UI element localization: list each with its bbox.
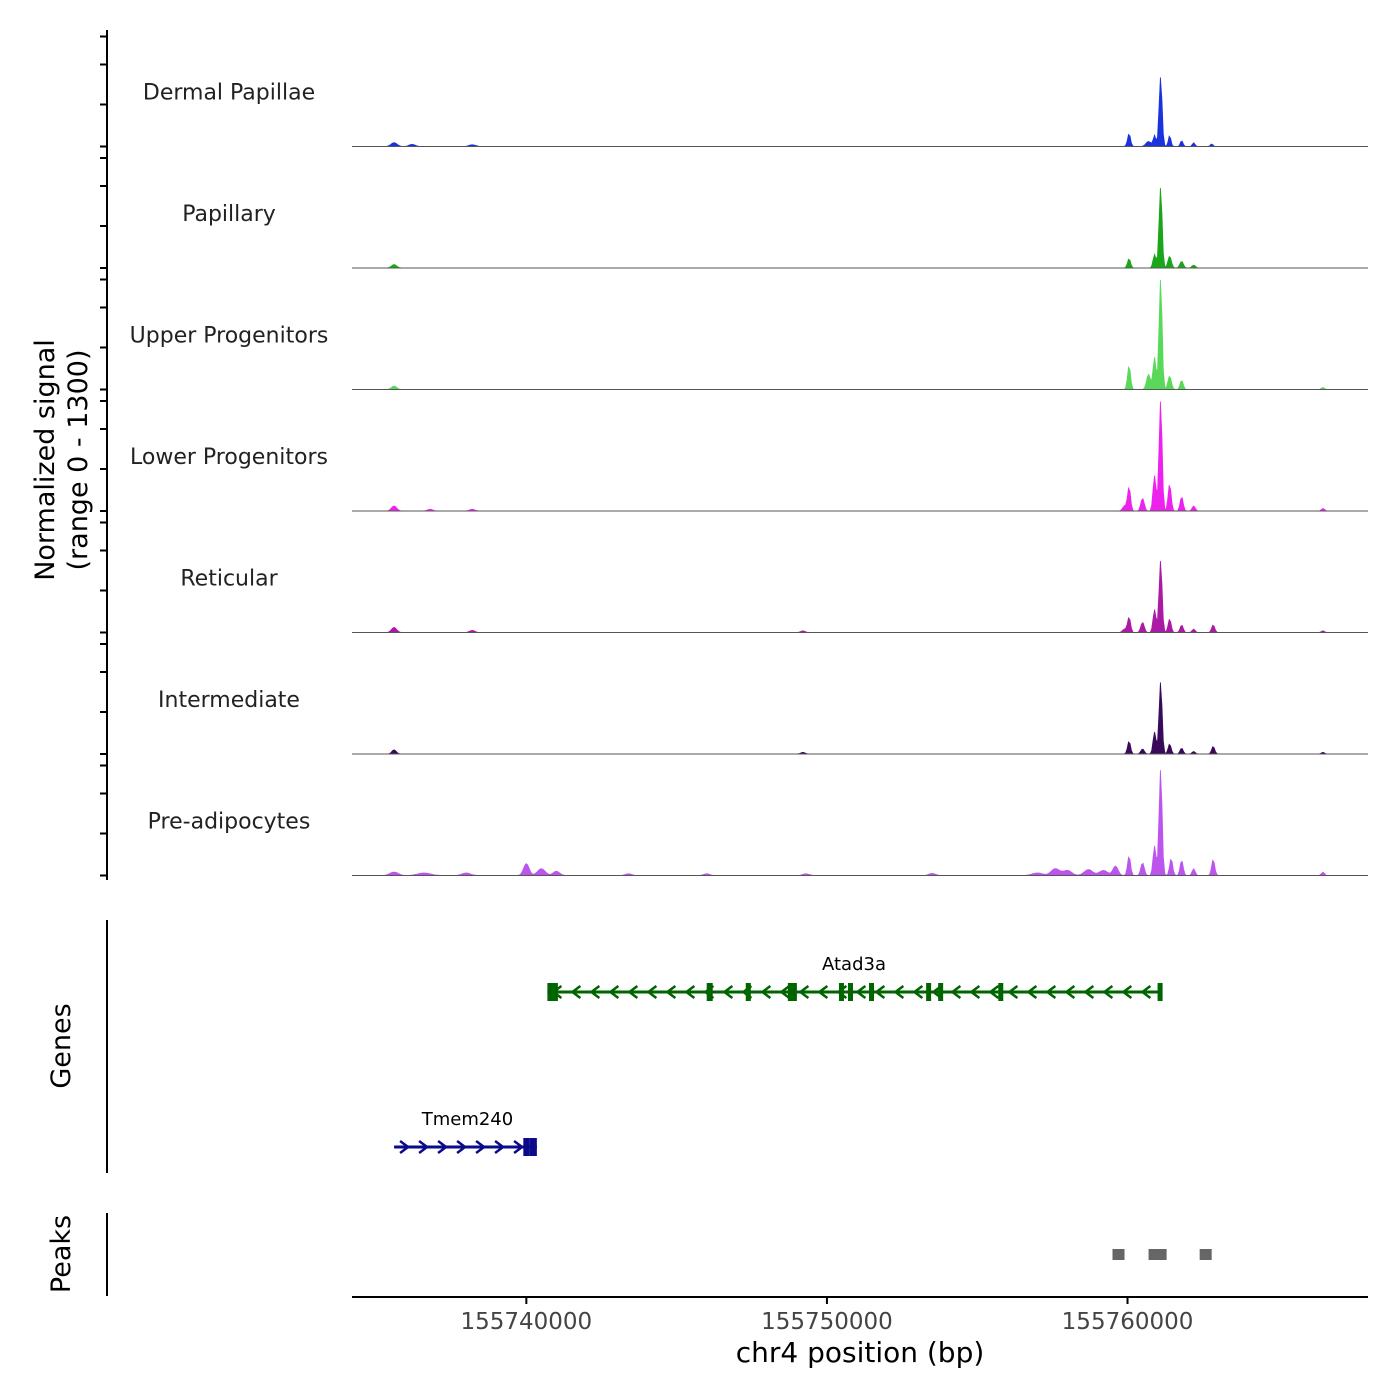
strand-chevron — [893, 985, 905, 999]
strand-chevron — [570, 985, 582, 999]
gene-exon — [1157, 983, 1163, 1001]
gene-tmem240: Tmem240 — [394, 1109, 537, 1156]
strand-chevron — [494, 1140, 506, 1154]
track-label: Papillary — [182, 202, 276, 227]
gene-exon — [523, 1138, 530, 1156]
track-signal-area — [352, 279, 1368, 390]
track-label: Pre-adipocytes — [148, 810, 311, 835]
strand-chevron — [1083, 985, 1095, 999]
gene-label: Tmem240 — [421, 1109, 514, 1130]
gene-exon — [838, 983, 844, 1001]
x-tick-label: 155750000 — [761, 1309, 893, 1335]
strand-chevron — [950, 985, 962, 999]
gene-exon — [706, 983, 713, 1001]
strand-chevron — [855, 985, 867, 999]
strand-chevron — [627, 985, 639, 999]
peak-region — [1112, 1249, 1125, 1260]
strand-chevron — [969, 985, 981, 999]
strand-chevron — [988, 985, 1000, 999]
x-tick-label: 155740000 — [460, 1309, 592, 1335]
track-2: Upper Progenitors — [130, 279, 1368, 390]
y-axis-title-line1: Normalized signal — [30, 339, 61, 581]
strand-chevron — [589, 985, 601, 999]
track-signal-area — [352, 560, 1368, 633]
track-4: Reticular — [180, 560, 1368, 633]
strand-chevron — [399, 1140, 411, 1154]
track-label: Lower Progenitors — [130, 445, 328, 470]
track-label: Dermal Papillae — [143, 81, 315, 106]
gene-label: Atad3a — [822, 954, 886, 975]
strand-chevron — [912, 985, 924, 999]
strand-chevron — [665, 985, 677, 999]
strand-chevron — [874, 985, 886, 999]
genes-axis-title: Genes — [46, 1003, 77, 1088]
track-5: Intermediate — [158, 682, 1368, 755]
y-axis-title-line2: (range 0 - 1300) — [63, 350, 94, 571]
coverage-tracks: Dermal Papillae Papillary Upper Progenitor… — [130, 77, 1368, 876]
track-6: Pre-adipocytes — [148, 770, 1368, 876]
strand-chevron — [437, 1140, 449, 1154]
gene-exon — [869, 983, 875, 1001]
track-label: Intermediate — [158, 688, 300, 713]
gene-exon — [547, 983, 558, 1001]
track-signal-area — [352, 770, 1368, 876]
strand-chevron — [817, 985, 829, 999]
strand-chevron — [1007, 985, 1019, 999]
track-label: Reticular — [180, 567, 278, 592]
strand-chevron — [779, 985, 791, 999]
strand-chevron — [760, 985, 772, 999]
peak-regions — [1112, 1249, 1212, 1260]
strand-chevron — [798, 985, 810, 999]
track-signal-area — [352, 187, 1368, 269]
coverage-axis-ticks — [100, 35, 107, 877]
track-signal-area — [352, 401, 1368, 512]
strand-chevron — [1121, 985, 1133, 999]
strand-chevron — [1026, 985, 1038, 999]
strand-chevron — [418, 1140, 430, 1154]
peak-region — [1148, 1249, 1167, 1260]
x-tick-label: 155760000 — [1062, 1309, 1194, 1335]
track-0: Dermal Papillae — [143, 77, 1368, 147]
strand-chevron — [1045, 985, 1057, 999]
peak-region — [1199, 1249, 1212, 1260]
strand-chevron — [722, 985, 734, 999]
track-signal-area — [352, 682, 1368, 755]
gene-atad3a: Atad3a — [547, 954, 1163, 1001]
gene-exon — [787, 983, 797, 1001]
x-axis-ticks: 155740000 155750000 155760000 — [460, 1297, 1193, 1335]
strand-chevron — [684, 985, 696, 999]
gene-exon — [529, 1138, 537, 1156]
y-axis-title: Normalized signal (range 0 - 1300) — [30, 339, 94, 581]
track-1: Papillary — [182, 187, 1368, 269]
peaks-axis-title: Peaks — [46, 1215, 77, 1293]
gene-exon — [745, 983, 751, 1001]
track-label: Upper Progenitors — [130, 324, 329, 349]
strand-chevron — [1102, 985, 1114, 999]
strand-chevron — [456, 1140, 468, 1154]
strand-chevron — [475, 1140, 487, 1154]
track-3: Lower Progenitors — [130, 401, 1368, 512]
gene-exon — [926, 983, 932, 1001]
x-axis-title: chr4 position (bp) — [736, 1336, 985, 1369]
gene-exon — [998, 983, 1004, 1001]
gene-exon — [938, 983, 944, 1001]
gene-exon — [847, 983, 853, 1001]
strand-chevron — [1064, 985, 1076, 999]
track-signal-area — [352, 77, 1368, 147]
strand-chevron — [608, 985, 620, 999]
strand-chevron — [646, 985, 658, 999]
strand-chevron — [1140, 985, 1152, 999]
strand-chevron — [513, 1140, 525, 1154]
gene-annotations: Tmem240 Atad3a — [394, 954, 1163, 1156]
